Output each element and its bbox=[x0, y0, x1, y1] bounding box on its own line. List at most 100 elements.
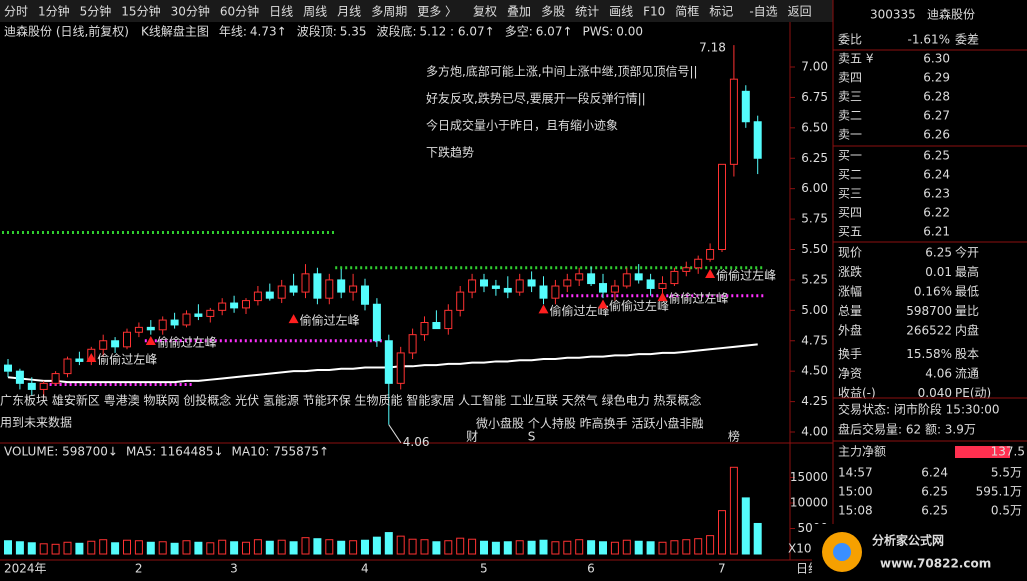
signal-triangle bbox=[145, 335, 156, 345]
signal-triangle bbox=[288, 314, 299, 324]
stat-value: 4.06 bbox=[925, 367, 952, 381]
toolbar-button[interactable]: 5分钟 bbox=[80, 4, 112, 19]
volume-bar bbox=[396, 535, 405, 555]
toolbar-button[interactable]: 画线 bbox=[609, 5, 633, 19]
book-price: 6.21 bbox=[923, 225, 950, 239]
watermark-title: 分析家公式网 bbox=[872, 533, 944, 548]
book-price: 6.27 bbox=[923, 109, 950, 123]
book-label: 买一 bbox=[838, 149, 862, 163]
tick-time: 14:57 bbox=[838, 466, 873, 480]
ratio-label: 委比 bbox=[838, 33, 862, 47]
after-hours: 盘后交易量: 62 额: 3.9万 bbox=[838, 422, 976, 437]
volume-bar bbox=[277, 539, 286, 555]
field-value: 4.73↑ bbox=[250, 25, 287, 39]
x-tick-label: 3 bbox=[230, 562, 238, 576]
low-arrow bbox=[388, 424, 402, 443]
candle-body bbox=[563, 279, 572, 287]
volume-bar bbox=[337, 540, 346, 555]
quote-code: 300335 bbox=[870, 8, 916, 22]
y-tick-label: 6.00 bbox=[801, 181, 828, 195]
toolbar-button[interactable]: 多股 bbox=[541, 5, 565, 19]
tick-time: 15:08 bbox=[838, 504, 873, 518]
candle-body bbox=[39, 382, 48, 390]
signal-label: 偷偷过左峰 bbox=[716, 268, 776, 283]
candle-body bbox=[432, 322, 441, 330]
signal-label: 偷偷过左峰 bbox=[669, 291, 729, 306]
volume-bar bbox=[158, 541, 167, 555]
candle-body bbox=[456, 291, 465, 311]
candle-body bbox=[503, 287, 512, 293]
signal-message: 下跌趋势 bbox=[426, 145, 474, 160]
x-tick-label: 4 bbox=[361, 562, 369, 576]
toolbar-button[interactable]: 月线 bbox=[337, 5, 361, 19]
ratio-value: -1.61% bbox=[908, 33, 950, 47]
candle-body bbox=[194, 313, 203, 317]
candle-body bbox=[277, 285, 286, 299]
stat-value: 0.01 bbox=[925, 265, 952, 279]
field-value: 6.07↑ bbox=[536, 25, 573, 39]
book-price: 6.29 bbox=[923, 71, 950, 85]
candle-body bbox=[134, 326, 143, 333]
toolbar-button[interactable]: 统计 bbox=[575, 5, 599, 19]
candle-body bbox=[634, 273, 643, 281]
toolbar-button[interactable]: 30分钟 bbox=[171, 4, 210, 19]
candle-body bbox=[218, 302, 227, 311]
signal-label: 偷偷过左峰 bbox=[550, 303, 610, 318]
tick-price: 6.25 bbox=[921, 504, 948, 518]
candle-body bbox=[551, 285, 560, 299]
candle-body bbox=[753, 121, 762, 159]
toolbar-button[interactable]: 叠加 bbox=[507, 5, 531, 19]
volume-bar bbox=[63, 541, 72, 555]
toolbar-button[interactable]: 标记 bbox=[709, 5, 733, 19]
volume-bar bbox=[468, 538, 477, 555]
stat-value: 0.16% bbox=[914, 285, 952, 299]
book-price: 6.24 bbox=[923, 168, 950, 182]
signal-message: 好友反攻,跌势已尽,要展开一段反弹行情|| bbox=[426, 91, 646, 106]
toolbar-button[interactable]: 60分钟 bbox=[220, 4, 259, 19]
stat-label: 外盘 bbox=[838, 323, 862, 338]
book-price: 6.23 bbox=[923, 187, 950, 201]
candle-body bbox=[729, 78, 738, 165]
candle-body bbox=[301, 273, 310, 293]
candle-body bbox=[491, 285, 500, 289]
candle-body bbox=[63, 358, 72, 375]
candle-body bbox=[99, 340, 108, 350]
volume-bar bbox=[408, 538, 417, 555]
candle-body bbox=[682, 267, 691, 272]
volume-ma5: MA5: 1164485↓ bbox=[126, 445, 224, 459]
signal-label: 偷偷过左峰 bbox=[609, 298, 669, 313]
toolbar-button[interactable]: 复权 bbox=[473, 5, 497, 19]
candle-body bbox=[111, 340, 120, 348]
candle-body bbox=[51, 373, 60, 384]
volume-bar bbox=[646, 541, 655, 555]
toolbar-button[interactable]: 返回 bbox=[788, 5, 812, 19]
toolbar-button[interactable]: 更多 〉 bbox=[417, 5, 457, 19]
candle-body bbox=[694, 258, 703, 269]
volume-bar bbox=[551, 541, 560, 555]
toolbar-button[interactable]: F10 bbox=[643, 5, 665, 19]
volume-bar bbox=[539, 539, 548, 555]
stat-label-2: 今开 bbox=[955, 245, 979, 260]
candle-body bbox=[646, 279, 655, 289]
toolbar-button[interactable]: 分时 bbox=[4, 5, 28, 19]
toolbar-button[interactable]: 15分钟 bbox=[121, 4, 160, 19]
volume-bar bbox=[694, 538, 703, 555]
concept-tags-2: 微小盘股 个人持股 昨高换手 活跃小盘非融 bbox=[476, 416, 703, 431]
field-label: 波段底: bbox=[376, 24, 416, 39]
indicator-name: K线解盘主图 bbox=[141, 24, 209, 39]
toolbar-button[interactable]: 日线 bbox=[269, 5, 293, 19]
book-price: 6.30 bbox=[923, 52, 950, 66]
toolbar-button[interactable]: -自选 bbox=[749, 5, 777, 19]
toolbar-button[interactable]: 简框 bbox=[675, 5, 699, 19]
toolbar-button[interactable]: 1分钟 bbox=[38, 4, 70, 19]
candle-body bbox=[420, 322, 429, 336]
volume-bar bbox=[253, 539, 262, 555]
candle-body bbox=[313, 273, 322, 299]
candle-body bbox=[230, 302, 239, 309]
toolbar-button[interactable]: 多周期 bbox=[371, 5, 407, 19]
toolbar-button[interactable]: 周线 bbox=[303, 5, 327, 19]
book-price: 6.28 bbox=[923, 90, 950, 104]
field-value: 5.12 : 6.07↑ bbox=[420, 25, 495, 39]
